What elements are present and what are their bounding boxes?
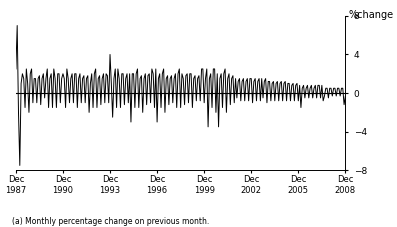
Text: (a) Monthly percentage change on previous month.: (a) Monthly percentage change on previou… — [12, 217, 209, 226]
Y-axis label: %change: %change — [349, 10, 394, 20]
